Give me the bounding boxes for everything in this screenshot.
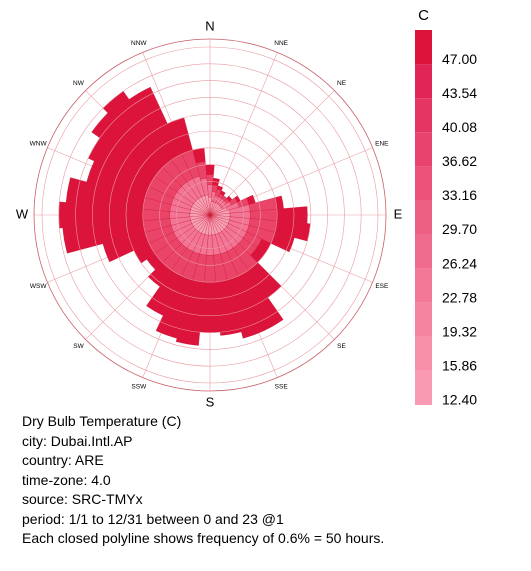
colorbar-label: 29.70 xyxy=(442,221,477,237)
colorbar-cell xyxy=(415,268,432,303)
grid-ring xyxy=(142,147,278,283)
info-line: period: 1/1 to 12/31 between 0 and 23 @1 xyxy=(22,510,284,527)
grid-ring xyxy=(75,80,345,350)
direction-label: WSW xyxy=(30,283,47,290)
colorbar-cell xyxy=(415,302,432,337)
colorbar-label: 33.16 xyxy=(442,187,477,203)
colorbar-label: 12.40 xyxy=(442,392,477,408)
direction-label: SSE xyxy=(275,384,289,391)
grid-ring xyxy=(192,197,228,233)
direction-label: NNE xyxy=(274,40,288,47)
direction-label: S xyxy=(206,394,215,409)
wedge-segment xyxy=(219,190,226,196)
direction-label: SW xyxy=(73,343,84,350)
colorbar-cell xyxy=(415,166,432,201)
colorbar-label: 15.86 xyxy=(442,358,477,374)
colorbar-cell xyxy=(415,370,432,405)
grid-ring xyxy=(58,63,362,367)
info-line: city: Dubai.Intl.AP xyxy=(22,432,133,449)
direction-label: SSW xyxy=(131,384,147,391)
colorbar-label: 26.24 xyxy=(442,255,477,271)
direction-label: E xyxy=(394,206,403,221)
colorbar-label: 36.62 xyxy=(442,153,477,169)
colorbar-cell xyxy=(415,30,432,65)
wedge-segment xyxy=(206,174,214,186)
legend-title: C xyxy=(418,7,429,24)
colorbar-label: 47.00 xyxy=(442,51,477,67)
direction-label: SE xyxy=(337,343,346,350)
wedge-segment xyxy=(216,185,223,191)
colorbar-cell xyxy=(415,98,432,133)
spoke xyxy=(209,90,335,216)
wedge-segment xyxy=(276,206,308,224)
direction-label: NE xyxy=(337,80,347,87)
direction-label: W xyxy=(16,206,29,221)
colorbar-cell xyxy=(415,234,432,269)
colorbar-label: 40.08 xyxy=(442,119,477,135)
direction-label: N xyxy=(205,18,214,33)
colorbar-label: 19.32 xyxy=(442,324,477,340)
wedge-segment xyxy=(205,164,215,175)
grid-ring xyxy=(176,181,244,249)
grid-ring xyxy=(108,113,312,317)
info-line: country: ARE xyxy=(22,452,104,468)
direction-label: NW xyxy=(73,80,85,87)
grid-ring xyxy=(41,46,379,384)
info-line: Each closed polyline shows frequency of … xyxy=(22,530,385,546)
colorbar-label: 43.54 xyxy=(442,85,477,101)
info-line: source: SRC-TMYx xyxy=(22,491,143,507)
grid-ring xyxy=(92,97,328,333)
colorbar-cell xyxy=(415,336,432,371)
chart-info: Dry Bulb Temperature (C) city: Dubai.Intl… xyxy=(22,412,384,549)
grid-ring xyxy=(159,164,261,266)
chart-title: Dry Bulb Temperature (C) xyxy=(22,413,182,429)
colorbar-cell xyxy=(415,64,432,99)
colorbar-label: 22.78 xyxy=(442,289,477,305)
direction-label: ESE xyxy=(375,283,389,290)
grid-ring xyxy=(125,130,295,300)
info-line: time-zone: 4.0 xyxy=(22,471,111,488)
colorbar-cell xyxy=(415,132,432,167)
direction-label: ENE xyxy=(375,141,389,148)
direction-label: WNW xyxy=(30,141,48,148)
direction-label: NNW xyxy=(131,40,147,47)
outer-ring xyxy=(33,38,387,392)
colorbar-cell xyxy=(415,200,432,235)
